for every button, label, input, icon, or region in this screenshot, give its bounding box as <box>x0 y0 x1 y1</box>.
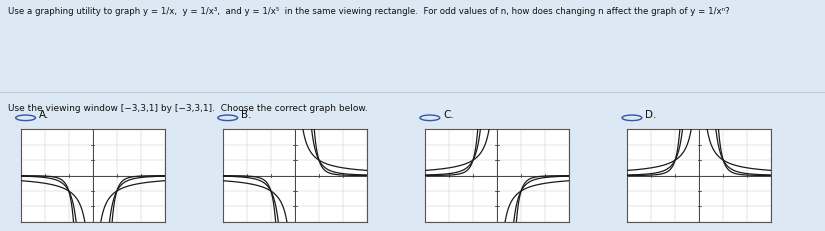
Text: A.: A. <box>39 110 50 121</box>
Text: B.: B. <box>241 110 252 121</box>
Text: Use the viewing window [−3,3,1] by [−3,3,1].  Choose the correct graph below.: Use the viewing window [−3,3,1] by [−3,3… <box>8 104 368 113</box>
Text: D.: D. <box>645 110 657 121</box>
Text: C.: C. <box>443 110 454 121</box>
Text: Use a graphing utility to graph y = 1/x,  y = 1/x³,  and y = 1/x⁵  in the same v: Use a graphing utility to graph y = 1/x,… <box>8 7 730 16</box>
